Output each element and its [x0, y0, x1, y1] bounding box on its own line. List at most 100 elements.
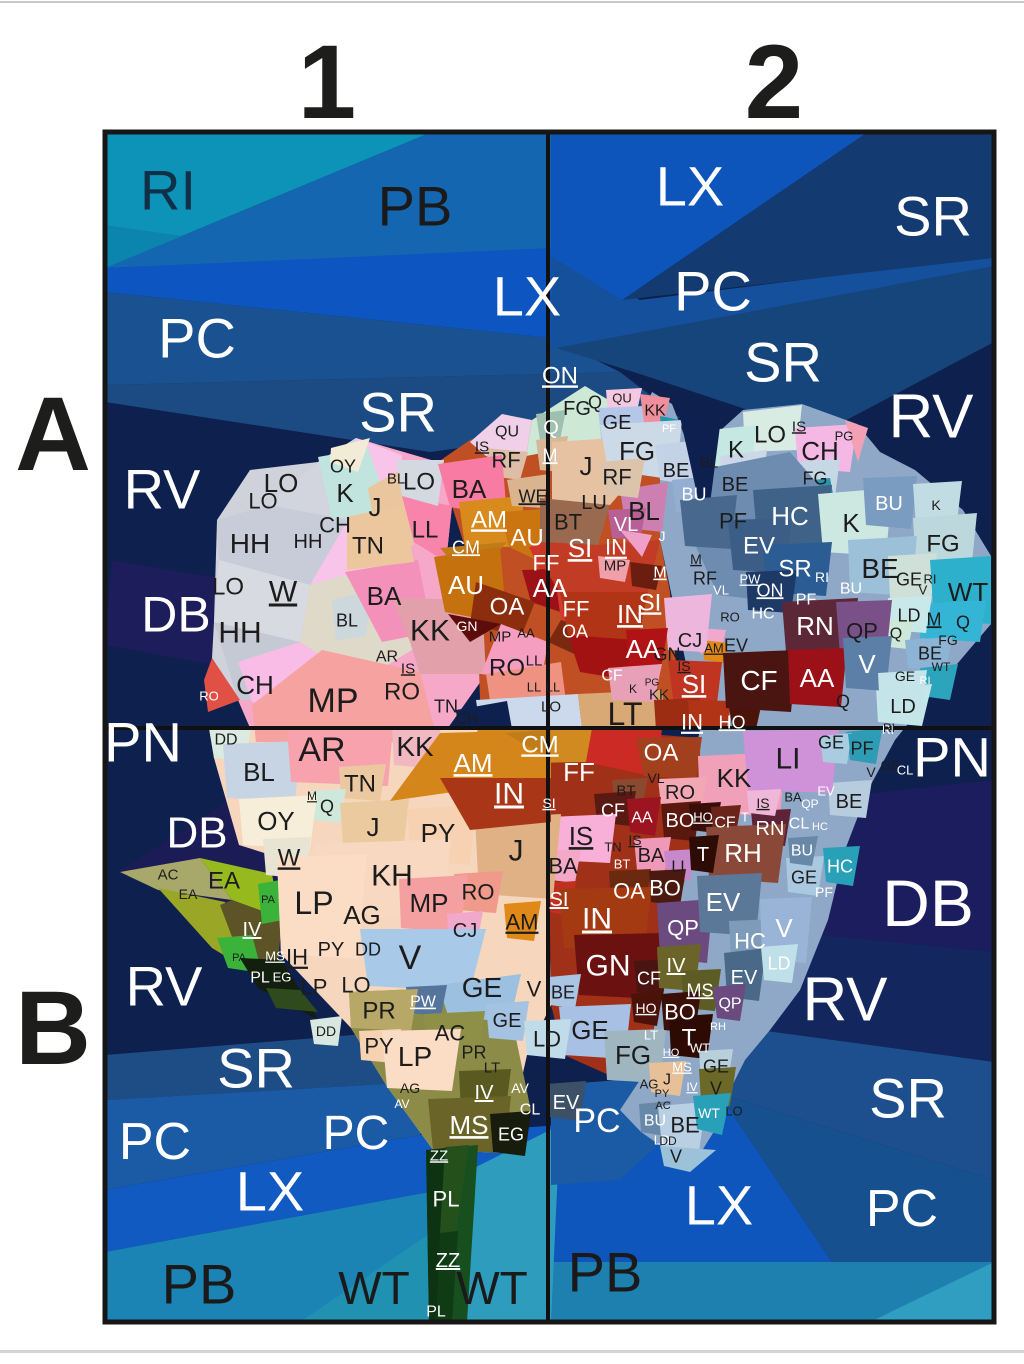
svg-text:AM: AM [704, 641, 724, 656]
svg-text:EA: EA [208, 867, 240, 894]
svg-text:HH: HH [230, 528, 270, 559]
svg-text:RO: RO [199, 689, 219, 704]
svg-text:EV: EV [731, 967, 758, 989]
svg-text:PW: PW [740, 572, 762, 587]
svg-text:RI: RI [924, 572, 937, 587]
svg-text:FG: FG [615, 1040, 651, 1070]
svg-text:BL: BL [700, 454, 718, 471]
svg-text:M: M [307, 789, 317, 803]
svg-text:CM: CM [521, 731, 558, 758]
svg-text:IH: IH [286, 945, 308, 970]
svg-text:AA: AA [631, 810, 653, 827]
svg-text:LO: LO [403, 468, 435, 495]
svg-text:LL: LL [412, 516, 439, 543]
svg-text:PN: PN [913, 726, 991, 789]
svg-text:RO: RO [665, 782, 695, 804]
svg-text:BO: BO [649, 876, 681, 901]
svg-text:LO: LO [541, 698, 561, 715]
svg-text:PL: PL [433, 1187, 460, 1212]
svg-text:BE: BE [722, 474, 749, 496]
svg-text:Q: Q [320, 796, 334, 816]
svg-text:SR: SR [778, 555, 811, 582]
svg-text:B: B [15, 970, 91, 1087]
svg-text:V: V [670, 1146, 682, 1166]
svg-text:BU: BU [791, 843, 813, 860]
svg-text:K: K [728, 436, 744, 463]
svg-text:PA: PA [261, 894, 276, 906]
svg-text:PC: PC [323, 1107, 390, 1160]
svg-text:LO: LO [754, 421, 786, 448]
svg-text:BE: BE [551, 982, 575, 1002]
svg-text:OA: OA [562, 621, 588, 641]
svg-text:MS: MS [265, 949, 285, 964]
svg-text:AA: AA [626, 634, 661, 664]
svg-text:GE: GE [881, 758, 900, 773]
svg-text:MP: MP [604, 557, 627, 574]
svg-text:J: J [367, 812, 380, 842]
svg-text:BE: BE [861, 553, 898, 584]
svg-text:IS: IS [401, 660, 415, 677]
svg-text:HO: HO [636, 1000, 657, 1016]
svg-text:KK: KK [649, 686, 669, 703]
svg-text:LL: LL [527, 680, 541, 695]
svg-text:PB: PB [162, 1253, 237, 1316]
svg-text:LX: LX [685, 1174, 754, 1237]
svg-text:PL: PL [426, 1304, 446, 1321]
svg-text:PY: PY [318, 939, 345, 961]
svg-text:FG: FG [563, 398, 591, 420]
svg-text:RF: RF [693, 568, 717, 588]
svg-text:CL: CL [897, 763, 914, 778]
svg-text:MS: MS [672, 1060, 692, 1075]
svg-text:BE: BE [663, 460, 690, 482]
svg-text:LD: LD [890, 696, 916, 718]
svg-text:W: W [278, 844, 301, 871]
svg-text:AU: AU [448, 570, 484, 600]
svg-text:RI: RI [882, 723, 894, 737]
svg-text:BA: BA [638, 845, 665, 867]
svg-text:Q: Q [836, 691, 850, 711]
svg-text:PL: PL [250, 970, 270, 987]
svg-text:W: W [269, 576, 298, 609]
svg-text:QU: QU [495, 424, 519, 441]
svg-text:PC: PC [158, 307, 236, 370]
svg-text:WT: WT [932, 660, 951, 674]
svg-text:DB: DB [166, 808, 227, 857]
svg-text:LP: LP [398, 1041, 432, 1072]
svg-text:PY: PY [421, 818, 456, 848]
svg-text:AR: AR [376, 649, 398, 666]
svg-text:AU: AU [510, 524, 543, 551]
svg-text:LT: LT [608, 696, 643, 732]
svg-text:V: V [866, 764, 876, 780]
svg-text:AV: AV [511, 1080, 529, 1096]
svg-text:IV: IV [475, 1082, 495, 1104]
svg-text:IN: IN [582, 903, 612, 936]
svg-text:IS: IS [792, 418, 806, 435]
svg-text:RV: RV [802, 966, 888, 1035]
svg-text:EA: EA [179, 886, 198, 902]
svg-text:PB: PB [378, 175, 453, 238]
svg-text:CF: CF [714, 815, 736, 832]
svg-text:V: V [710, 1078, 722, 1098]
svg-text:RF: RF [491, 448, 520, 473]
svg-text:IV: IV [667, 955, 687, 977]
svg-text:SR: SR [894, 185, 972, 248]
svg-text:QP: QP [718, 996, 741, 1013]
svg-text:V: V [527, 977, 542, 1002]
svg-text:VL: VL [614, 514, 638, 536]
svg-text:CF: CF [601, 800, 625, 820]
svg-text:RO: RO [384, 678, 420, 705]
svg-text:LI: LI [671, 859, 684, 876]
svg-text:RV: RV [124, 458, 201, 521]
svg-text:V: V [399, 939, 422, 977]
svg-text:ON: ON [542, 362, 578, 389]
svg-text:TN: TN [604, 840, 621, 855]
svg-text:M: M [543, 445, 558, 465]
svg-text:AA: AA [517, 626, 535, 641]
svg-text:WT: WT [948, 577, 989, 607]
svg-text:RN: RN [796, 611, 834, 641]
svg-text:PW: PW [410, 994, 437, 1011]
svg-text:BA: BA [452, 474, 487, 504]
svg-text:HC: HC [827, 856, 853, 876]
svg-text:GN: GN [654, 644, 681, 664]
svg-text:V: V [858, 649, 876, 679]
